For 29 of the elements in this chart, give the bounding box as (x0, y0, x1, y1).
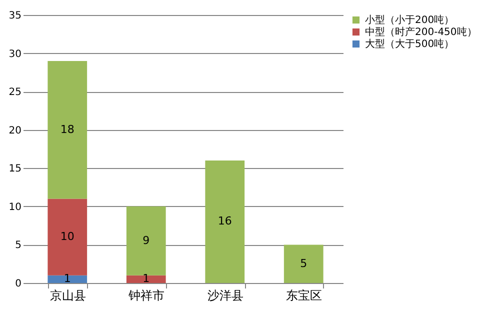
y-tick-label: 10 (8, 202, 22, 213)
y-tick-label: 35 (8, 10, 22, 22)
y-tick-label: 20 (8, 125, 22, 136)
data-label: 16 (218, 214, 232, 228)
y-tick-label: 5 (15, 240, 22, 252)
bar (48, 275, 88, 283)
bar (205, 160, 245, 283)
bar (284, 244, 324, 283)
legend-label: 中型（时产200-450吨） (365, 26, 477, 38)
data-label: 1 (142, 272, 150, 286)
bar (48, 198, 88, 276)
x-tick-label: 东宝区 (286, 288, 322, 302)
legend-label: 大型（大于500吨） (365, 38, 454, 50)
y-tick-label: 0 (15, 278, 22, 290)
x-tick-label: 京山县 (50, 288, 86, 302)
x-tick-label: 钟祥市 (128, 288, 165, 302)
x-tick-label: 沙洋县 (207, 288, 244, 302)
data-label: 5 (300, 256, 308, 270)
bar (126, 206, 166, 276)
data-label: 9 (142, 234, 150, 247)
y-tick-label: 30 (8, 48, 22, 60)
y-tick-label: 25 (8, 87, 22, 98)
data-label: 10 (60, 230, 74, 244)
data-label: 18 (60, 122, 74, 136)
y-tick-label: 15 (8, 164, 22, 175)
data-label: 1 (64, 272, 71, 286)
bar (48, 60, 88, 199)
bar (126, 275, 166, 283)
legend-label: 小型（小于200吨） (365, 14, 454, 26)
